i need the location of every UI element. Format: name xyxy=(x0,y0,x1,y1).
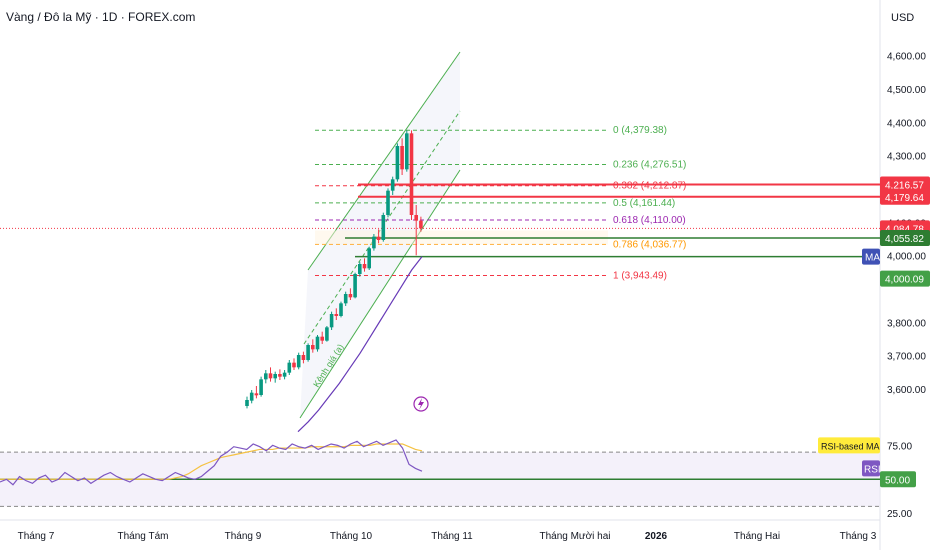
price-tag-4000-bg xyxy=(880,270,930,287)
price-tick-2: 4,400.00 xyxy=(887,118,926,129)
candle-body-35 xyxy=(409,133,414,215)
rsi-ma-tag: RSI-based MA xyxy=(821,441,880,451)
candle-body-23 xyxy=(353,274,357,298)
candle-body-36 xyxy=(414,215,418,221)
candle-body-3 xyxy=(259,379,263,395)
price-tick-3: 4,300.00 xyxy=(887,152,926,163)
candle-body-12 xyxy=(301,355,306,360)
fib-label-2: 0.382 (4,212.87) xyxy=(613,181,686,192)
price-tick-0: 4,600.00 xyxy=(887,52,926,63)
rsi-tick-50-bg xyxy=(880,471,916,488)
candle-body-14 xyxy=(311,345,315,350)
time-label-8: Tháng 3 xyxy=(840,531,877,542)
price-tag-last: 4,084.78 xyxy=(885,224,924,235)
rsi-tick-75: 75.00 xyxy=(887,441,912,452)
candle-body-25 xyxy=(362,264,367,269)
time-label-7: Tháng Hai xyxy=(734,531,780,542)
candle-body-37 xyxy=(419,220,423,229)
candle-body-2 xyxy=(254,393,259,396)
fib-label-0: 0 (4,379.38) xyxy=(613,125,667,136)
channel-lower-line xyxy=(299,169,461,419)
candle-body-32 xyxy=(395,146,400,180)
time-label-3: Tháng 10 xyxy=(330,531,373,542)
time-label-1: Tháng Tám xyxy=(118,531,169,542)
fib-label-5: 0.786 (4,036.77) xyxy=(613,239,686,250)
candle-body-33 xyxy=(400,146,404,170)
candle-body-18 xyxy=(329,314,334,328)
fib-label-3: 0.5 (4,161.44) xyxy=(613,198,675,209)
price-tag-4179: 4,179.64 xyxy=(885,193,924,204)
candle-body-20 xyxy=(339,303,343,316)
fib-label-4: 0.618 (4,110.00) xyxy=(613,215,686,226)
price-tag-4055: 4,055.82 xyxy=(885,234,924,245)
time-label-0: Tháng 7 xyxy=(18,531,55,542)
ma-badge-bg xyxy=(862,248,880,265)
candle-body-31 xyxy=(390,179,395,191)
candle-body-1 xyxy=(249,392,254,401)
candle-body-10 xyxy=(292,362,296,368)
price-tag-4000: 4,000.09 xyxy=(885,275,924,286)
rsi-line xyxy=(0,439,423,486)
fib-label-1: 0.236 (4,276.51) xyxy=(613,159,686,170)
candle-body-17 xyxy=(325,327,329,341)
lightning-icon xyxy=(418,398,424,410)
candle-body-9 xyxy=(287,362,292,373)
time-label-6: 2026 xyxy=(645,531,668,542)
rsi-tick-25: 25.00 xyxy=(887,509,912,520)
candle-body-19 xyxy=(334,314,339,316)
candle-body-8 xyxy=(282,372,287,377)
candle-body-4 xyxy=(264,373,268,380)
candle-body-27 xyxy=(372,236,376,249)
candle-body-22 xyxy=(348,294,353,298)
candle-body-6 xyxy=(273,374,277,379)
ma-badge: MA xyxy=(865,253,880,264)
price-tag-4216-bg xyxy=(880,176,930,193)
candle-body-16 xyxy=(320,336,324,341)
candle-body-7 xyxy=(278,374,282,377)
price-tick-7: 3,700.00 xyxy=(887,352,926,363)
chart-title: Vàng / Đô la Mỹ · 1D · FOREX.com xyxy=(6,10,196,24)
candle-body-34 xyxy=(405,133,409,170)
rsi-ma-tag-bg xyxy=(818,437,880,454)
currency-label[interactable]: USD xyxy=(891,12,915,24)
price-tick-5: 4,000.00 xyxy=(887,252,926,263)
price-tick-8: 3,600.00 xyxy=(887,385,926,396)
candle-body-28 xyxy=(376,236,381,240)
fib-label-6: 1 (3,943.49) xyxy=(613,271,667,282)
candle-body-30 xyxy=(386,190,390,215)
candle-body-13 xyxy=(306,345,310,360)
candle-body-24 xyxy=(358,264,362,274)
time-label-5: Tháng Mười hai xyxy=(539,531,610,542)
price-tick-1: 4,500.00 xyxy=(887,85,926,96)
candle-body-5 xyxy=(268,373,273,379)
time-label-4: Tháng 11 xyxy=(431,531,473,542)
price-tick-6: 3,800.00 xyxy=(887,318,926,329)
candle-body-0 xyxy=(245,400,249,406)
rsi-ma-line xyxy=(0,443,423,480)
time-label-2: Tháng 9 xyxy=(225,531,262,542)
candle-body-15 xyxy=(315,336,320,350)
candle-body-26 xyxy=(367,248,371,269)
rsi-tick-50: 50.00 xyxy=(885,475,910,486)
candle-body-21 xyxy=(343,294,348,304)
ma-line xyxy=(297,256,423,433)
rsi-tag-bg xyxy=(862,460,880,477)
candle-body-29 xyxy=(381,215,386,240)
candle-body-11 xyxy=(296,355,301,368)
rsi-tag: RSI xyxy=(864,464,881,475)
price-tag-4216: 4,216.57 xyxy=(885,180,924,191)
price-tag-4055-bg xyxy=(880,230,930,247)
price-tag-4179-bg xyxy=(880,188,930,205)
